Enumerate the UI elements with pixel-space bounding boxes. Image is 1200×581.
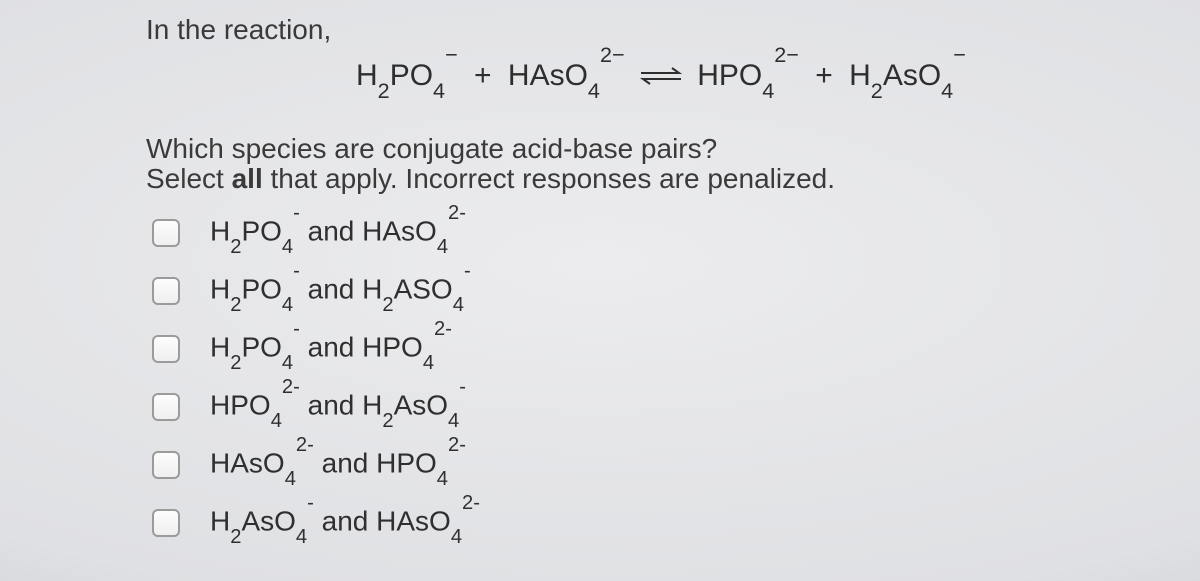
equilibrium-arrow-icon [639,65,683,87]
intro-text: In the reaction, [146,14,1166,46]
option-row-2: H2PO4- and H2ASO4- [152,271,1166,311]
option-label-2[interactable]: H2PO4- and H2ASO4- [210,271,471,311]
plus-2: + [815,59,833,92]
option-checkbox-5[interactable] [152,451,180,479]
option-row-6: H2AsO4- and HAsO42- [152,503,1166,543]
option-row-1: H2PO4- and HAsO42- [152,213,1166,253]
eq-species-3: HPO42− [697,59,799,92]
reaction-equation: H2PO4− + HAsO42− HPO42− + H2AsO4− [356,54,1166,98]
option-label-6[interactable]: H2AsO4- and HAsO42- [210,503,480,543]
q2-bold: all [232,163,263,194]
q2-c: that apply. Incorrect responses are pena… [263,163,835,194]
option-checkbox-6[interactable] [152,509,180,537]
question-line-1: Which species are conjugate acid-base pa… [146,134,1166,163]
option-label-3[interactable]: H2PO4- and HPO42- [210,329,452,369]
option-checkbox-3[interactable] [152,335,180,363]
option-row-4: HPO42- and H2AsO4- [152,387,1166,427]
question-line-2: Select all that apply. Incorrect respons… [146,163,1166,195]
eq-species-2: HAsO42− [508,59,625,92]
option-row-3: H2PO4- and HPO42- [152,329,1166,369]
option-label-1[interactable]: H2PO4- and HAsO42- [210,213,466,253]
option-label-4[interactable]: HPO42- and H2AsO4- [210,387,466,427]
q2-a: Select [146,163,232,194]
option-checkbox-1[interactable] [152,219,180,247]
eq-species-1: H2PO4− [356,59,458,92]
option-checkbox-4[interactable] [152,393,180,421]
options-list: H2PO4- and HAsO42- H2PO4- and H2ASO4- H2PO… [152,213,1166,543]
option-label-5[interactable]: HAsO42- and HPO42- [210,445,466,485]
option-row-5: HAsO42- and HPO42- [152,445,1166,485]
option-checkbox-2[interactable] [152,277,180,305]
plus-1: + [474,59,492,92]
eq-species-4: H2AsO4− [849,59,966,92]
